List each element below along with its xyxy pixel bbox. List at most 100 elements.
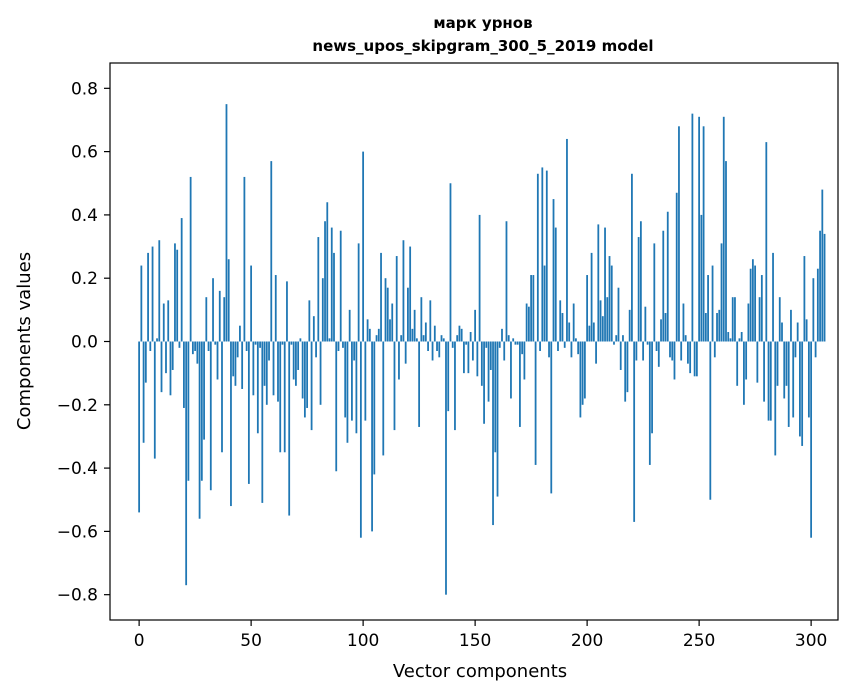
bar — [687, 341, 689, 364]
bar — [328, 338, 331, 342]
bar — [631, 173, 633, 342]
bar — [227, 259, 230, 342]
bar — [792, 341, 795, 418]
bar — [489, 341, 492, 370]
bar — [749, 268, 752, 342]
bar — [402, 240, 405, 342]
bar — [310, 341, 313, 431]
bar — [617, 287, 620, 342]
bar — [151, 246, 154, 342]
bar — [451, 341, 454, 348]
bar — [252, 341, 255, 396]
bar — [169, 341, 172, 396]
bar — [250, 265, 253, 342]
bar — [776, 341, 779, 386]
bar — [783, 341, 786, 399]
chart-title-line2: news_upos_skipgram_300_5_2019 model — [312, 37, 653, 55]
bar — [794, 341, 797, 358]
bar — [557, 341, 559, 351]
bar — [198, 341, 201, 519]
bar — [315, 341, 317, 358]
bar — [731, 297, 734, 342]
bar — [194, 341, 197, 351]
bar — [207, 341, 210, 351]
bar — [494, 341, 497, 453]
y-axis-ticks: −0.8 −0.6 −0.4 −0.2 0.0 0.2 0.4 0.6 0.8 — [57, 79, 110, 606]
bar — [713, 341, 716, 358]
y-tick-label: −0.6 — [57, 522, 98, 542]
x-tick-label: 250 — [683, 631, 715, 651]
bar — [651, 341, 653, 434]
bar — [274, 275, 277, 342]
bar — [447, 341, 450, 412]
bar — [301, 341, 304, 399]
bar — [245, 341, 248, 351]
bar — [743, 341, 745, 405]
bar — [254, 341, 257, 345]
bar — [391, 303, 394, 342]
bar — [707, 275, 709, 342]
bar — [395, 256, 398, 342]
bar — [550, 341, 553, 494]
bar — [799, 341, 801, 437]
bar — [577, 341, 580, 355]
bar — [660, 319, 662, 342]
bar — [532, 275, 535, 342]
bar — [765, 142, 768, 342]
bar — [519, 341, 521, 427]
bar — [162, 303, 165, 342]
bar — [516, 341, 519, 345]
bar — [348, 309, 351, 342]
bar — [158, 240, 161, 342]
bar — [460, 328, 463, 342]
bar — [456, 335, 459, 342]
bar — [259, 341, 261, 348]
bar — [433, 325, 436, 342]
bar — [239, 325, 241, 342]
bar — [586, 275, 589, 342]
bar — [308, 300, 311, 342]
bar — [581, 341, 584, 405]
chart-title-line1: марк урнов — [433, 14, 532, 32]
bar — [655, 341, 658, 351]
bar — [814, 341, 817, 358]
bar — [785, 341, 788, 386]
bar — [241, 341, 244, 389]
bar — [682, 303, 685, 342]
bar — [465, 341, 468, 345]
bar — [483, 341, 485, 424]
bar — [595, 341, 597, 364]
bar — [364, 341, 367, 421]
bar — [339, 230, 342, 342]
bar — [727, 332, 730, 342]
bar — [521, 341, 524, 355]
bar — [295, 341, 297, 386]
bar — [359, 341, 362, 538]
bar — [680, 341, 683, 361]
bar — [816, 268, 819, 342]
bar — [218, 290, 221, 342]
bar — [230, 341, 232, 507]
bar — [351, 341, 353, 421]
bar — [729, 338, 732, 342]
bar — [498, 341, 501, 348]
bar — [492, 341, 494, 526]
bar — [671, 341, 674, 361]
bar — [579, 341, 582, 418]
bar — [377, 328, 380, 342]
bar — [530, 275, 533, 342]
bar — [474, 309, 477, 342]
bar — [536, 173, 539, 342]
bar — [657, 341, 660, 367]
bar — [568, 322, 571, 342]
bar — [754, 265, 757, 342]
bar — [442, 338, 445, 342]
bar — [734, 297, 736, 342]
bar — [234, 341, 237, 386]
bar — [333, 252, 335, 342]
bar — [790, 309, 792, 342]
bar — [572, 303, 575, 342]
bar — [225, 104, 228, 342]
bar — [541, 167, 544, 342]
bar — [431, 341, 434, 361]
